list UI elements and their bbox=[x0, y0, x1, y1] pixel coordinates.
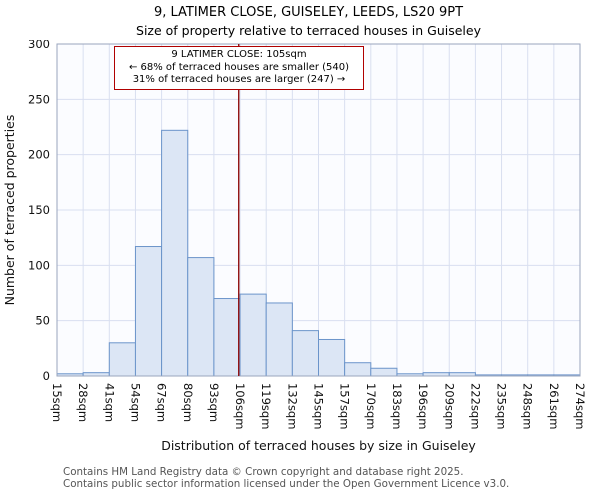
footer-licence: Contains public sector information licen… bbox=[63, 478, 510, 490]
x-tick-label: 93sqm bbox=[207, 383, 221, 422]
footer-copyright: Contains HM Land Registry data © Crown c… bbox=[63, 466, 464, 478]
x-tick-label: 67sqm bbox=[155, 383, 169, 422]
histogram-bar bbox=[161, 129, 189, 377]
y-tick-label: 200 bbox=[28, 148, 50, 162]
chart-title: 9, LATIMER CLOSE, GUISELEY, LEEDS, LS20 … bbox=[153, 5, 464, 20]
x-tick-label: 222sqm bbox=[468, 383, 482, 429]
y-tick-label: 100 bbox=[28, 258, 50, 272]
y-tick-label: 0 bbox=[43, 369, 50, 383]
y-axis-label: Number of terraced properties bbox=[2, 115, 17, 306]
annotation-property-size: 9 LATIMER CLOSE: 105sqm bbox=[171, 49, 307, 60]
histogram-bar bbox=[344, 362, 372, 377]
x-tick-label: 261sqm bbox=[547, 383, 561, 429]
x-tick-label: 183sqm bbox=[390, 383, 404, 429]
histogram-svg: 0 50 100 150 200 250 300 15sqm 28sqm 41sqm 54sqm 67… bbox=[2, 37, 587, 453]
x-tick-label: 209sqm bbox=[442, 383, 456, 429]
y-tick-label: 50 bbox=[35, 314, 50, 328]
x-tick-label: 170sqm bbox=[364, 383, 378, 429]
x-tick-label: 41sqm bbox=[102, 383, 116, 422]
x-tick-label: 132sqm bbox=[285, 383, 299, 429]
x-tick-label: 28sqm bbox=[76, 383, 90, 422]
histogram-bar bbox=[108, 342, 136, 377]
y-tick-label: 300 bbox=[28, 40, 50, 51]
x-tick-label: 145sqm bbox=[312, 383, 326, 429]
annotation-smaller-stat: ← 68% of terraced houses are smaller (54… bbox=[128, 61, 350, 73]
y-tick-label: 150 bbox=[28, 203, 50, 217]
x-axis-label: Distribution of terraced houses by size … bbox=[161, 438, 476, 453]
histogram-bar bbox=[291, 330, 320, 377]
histogram-bar bbox=[213, 298, 241, 377]
histogram-chart: 0 50 100 150 200 250 300 15sqm 28sqm 41sqm 54sqm 67… bbox=[0, 37, 600, 465]
chart-subtitle: Size of property relative to terraced ho… bbox=[136, 23, 481, 38]
x-tick-label: 248sqm bbox=[521, 383, 535, 429]
x-tick-label: 274sqm bbox=[573, 383, 587, 429]
x-tick-label: 106sqm bbox=[233, 383, 247, 429]
x-tick-label: 54sqm bbox=[128, 383, 142, 422]
annotation-larger-stat: 31% of terraced houses are larger (247) … bbox=[132, 74, 346, 85]
property-annotation-box: 9 LATIMER CLOSE: 105sqm ← 68% of terrace… bbox=[114, 46, 364, 90]
x-tick-label: 157sqm bbox=[338, 383, 352, 429]
x-tick-label: 119sqm bbox=[259, 383, 273, 429]
histogram-bar bbox=[187, 257, 215, 377]
x-tick-label: 15sqm bbox=[50, 383, 64, 422]
x-tick-label: 196sqm bbox=[416, 383, 430, 429]
x-tick-label: 235sqm bbox=[495, 383, 509, 429]
x-tick-label: 80sqm bbox=[181, 383, 195, 422]
histogram-bar bbox=[370, 367, 398, 377]
histogram-bar bbox=[239, 293, 267, 377]
histogram-bar bbox=[134, 246, 163, 377]
y-tick-label: 250 bbox=[28, 92, 50, 106]
histogram-bar bbox=[318, 338, 346, 377]
plot-border bbox=[56, 43, 581, 377]
histogram-bar bbox=[265, 302, 293, 377]
